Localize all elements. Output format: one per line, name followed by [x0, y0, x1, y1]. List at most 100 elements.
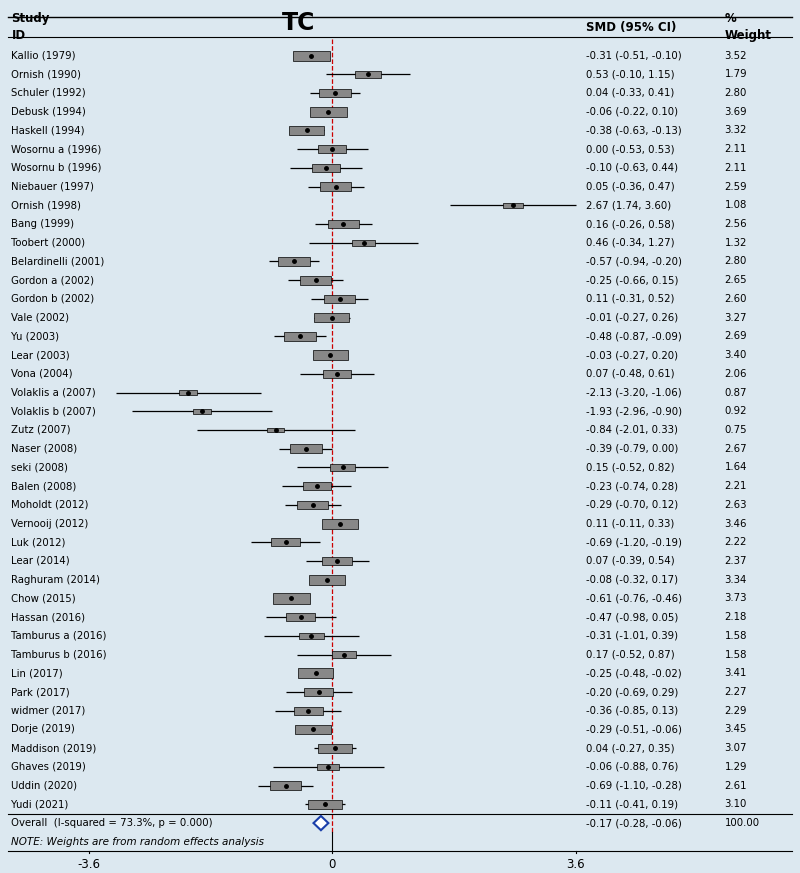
Text: Ornish (1990): Ornish (1990)	[11, 69, 82, 79]
Text: Chow (2015): Chow (2015)	[11, 594, 76, 603]
Text: 2.59: 2.59	[725, 182, 747, 191]
Text: 2.11: 2.11	[725, 163, 746, 173]
Text: 2.80: 2.80	[725, 257, 746, 266]
Bar	[179, 390, 198, 395]
Text: Balen (2008): Balen (2008)	[11, 481, 77, 491]
Text: 3.10: 3.10	[725, 800, 746, 809]
Text: Haskell (1994): Haskell (1994)	[11, 126, 85, 135]
Text: Toobert (2000): Toobert (2000)	[11, 237, 86, 248]
Text: -0.31 (-0.51, -0.10): -0.31 (-0.51, -0.10)	[586, 51, 682, 60]
Text: 3.41: 3.41	[725, 669, 746, 678]
Text: Volaklis b (2007): Volaklis b (2007)	[11, 406, 96, 416]
Bar	[278, 257, 310, 266]
Text: -0.11 (-0.41, 0.19): -0.11 (-0.41, 0.19)	[586, 800, 678, 809]
Text: Naser (2008): Naser (2008)	[11, 443, 78, 454]
Bar	[295, 725, 330, 734]
Text: Uddin (2020): Uddin (2020)	[11, 780, 78, 791]
Text: 0.75: 0.75	[725, 425, 747, 435]
Text: 3.52: 3.52	[725, 51, 747, 60]
Text: -0.29 (-0.51, -0.06): -0.29 (-0.51, -0.06)	[586, 725, 682, 734]
Text: -0.23 (-0.74, 0.28): -0.23 (-0.74, 0.28)	[586, 481, 678, 491]
Text: Park (2017): Park (2017)	[11, 687, 70, 697]
Bar	[318, 145, 346, 153]
Text: 2.56: 2.56	[725, 219, 747, 229]
Text: Dorje (2019): Dorje (2019)	[11, 725, 75, 734]
Text: Hassan (2016): Hassan (2016)	[11, 612, 86, 622]
Text: -0.38 (-0.63, -0.13): -0.38 (-0.63, -0.13)	[586, 126, 682, 135]
Bar	[310, 574, 345, 585]
Text: Volaklis a (2007): Volaklis a (2007)	[11, 388, 96, 397]
Text: 1.08: 1.08	[725, 200, 746, 210]
Text: 3.73: 3.73	[725, 594, 747, 603]
Bar	[353, 240, 374, 246]
Text: seki (2008): seki (2008)	[11, 463, 68, 472]
Text: Yu (2003): Yu (2003)	[11, 332, 59, 341]
Bar	[299, 633, 323, 639]
Text: 2.60: 2.60	[725, 294, 747, 304]
Text: SMD (95% CI): SMD (95% CI)	[586, 21, 676, 34]
Bar	[323, 370, 351, 378]
Bar	[304, 688, 334, 696]
Polygon shape	[314, 816, 328, 830]
Text: Lear (2014): Lear (2014)	[11, 556, 70, 566]
Bar	[290, 444, 322, 453]
Bar	[503, 203, 523, 208]
Text: 1.29: 1.29	[725, 762, 747, 772]
Text: -0.06 (-0.22, 0.10): -0.06 (-0.22, 0.10)	[586, 107, 678, 117]
Text: 3.34: 3.34	[725, 574, 746, 585]
Text: 0.16 (-0.26, 0.58): 0.16 (-0.26, 0.58)	[586, 219, 674, 229]
Text: 2.69: 2.69	[725, 332, 747, 341]
Bar	[318, 744, 352, 753]
Bar	[286, 613, 315, 621]
Text: Vernooij (2012): Vernooij (2012)	[11, 519, 89, 528]
Text: -3.6: -3.6	[78, 857, 101, 870]
Text: 2.11: 2.11	[725, 144, 746, 155]
Bar	[319, 88, 351, 98]
Text: 0.15 (-0.52, 0.82): 0.15 (-0.52, 0.82)	[586, 463, 674, 472]
Text: -0.57 (-0.94, -0.20): -0.57 (-0.94, -0.20)	[586, 257, 682, 266]
Text: 3.69: 3.69	[725, 107, 747, 117]
Bar	[318, 764, 339, 770]
Text: -0.61 (-0.76, -0.46): -0.61 (-0.76, -0.46)	[586, 594, 682, 603]
Text: -0.17 (-0.28, -0.06): -0.17 (-0.28, -0.06)	[586, 818, 682, 828]
Text: Tamburus a (2016): Tamburus a (2016)	[11, 631, 107, 641]
Text: 0.04 (-0.33, 0.41): 0.04 (-0.33, 0.41)	[586, 88, 674, 98]
Text: Vale (2002): Vale (2002)	[11, 313, 70, 323]
Text: Lear (2003): Lear (2003)	[11, 350, 70, 360]
Text: 0.53 (-0.10, 1.15): 0.53 (-0.10, 1.15)	[586, 69, 674, 79]
Bar	[302, 482, 331, 490]
Text: 2.67: 2.67	[725, 443, 747, 454]
Text: -1.93 (-2.96, -0.90): -1.93 (-2.96, -0.90)	[586, 406, 682, 416]
Text: 0.05 (-0.36, 0.47): 0.05 (-0.36, 0.47)	[586, 182, 674, 191]
Bar	[270, 781, 302, 790]
Text: Study
ID: Study ID	[11, 12, 50, 43]
Text: 0: 0	[329, 857, 336, 870]
Text: 0.04 (-0.27, 0.35): 0.04 (-0.27, 0.35)	[586, 743, 674, 753]
Bar	[324, 294, 355, 303]
Text: widmer (2017): widmer (2017)	[11, 705, 86, 716]
Bar	[298, 669, 334, 678]
Bar	[355, 71, 381, 78]
Bar	[267, 428, 284, 432]
Text: -0.47 (-0.98, 0.05): -0.47 (-0.98, 0.05)	[586, 612, 678, 622]
Bar	[294, 51, 330, 60]
Text: 0.11 (-0.31, 0.52): 0.11 (-0.31, 0.52)	[586, 294, 674, 304]
Text: Kallio (1979): Kallio (1979)	[11, 51, 76, 60]
Text: NOTE: Weights are from random effects analysis: NOTE: Weights are from random effects an…	[11, 837, 264, 847]
Text: 2.61: 2.61	[725, 780, 747, 791]
Bar	[330, 464, 355, 471]
Text: Vona (2004): Vona (2004)	[11, 368, 73, 379]
Bar	[300, 276, 331, 285]
Text: 3.46: 3.46	[725, 519, 747, 528]
Bar	[322, 557, 352, 565]
Text: -0.69 (-1.10, -0.28): -0.69 (-1.10, -0.28)	[586, 780, 682, 791]
Text: -0.20 (-0.69, 0.29): -0.20 (-0.69, 0.29)	[586, 687, 678, 697]
Text: %
Weight: % Weight	[725, 12, 771, 43]
Text: -0.01 (-0.27, 0.26): -0.01 (-0.27, 0.26)	[586, 313, 678, 323]
Text: 3.32: 3.32	[725, 126, 746, 135]
Text: Gordon b (2002): Gordon b (2002)	[11, 294, 94, 304]
Text: 1.64: 1.64	[725, 463, 747, 472]
Text: -0.10 (-0.63, 0.44): -0.10 (-0.63, 0.44)	[586, 163, 678, 173]
Text: Yudi (2021): Yudi (2021)	[11, 800, 69, 809]
Text: 3.07: 3.07	[725, 743, 747, 753]
